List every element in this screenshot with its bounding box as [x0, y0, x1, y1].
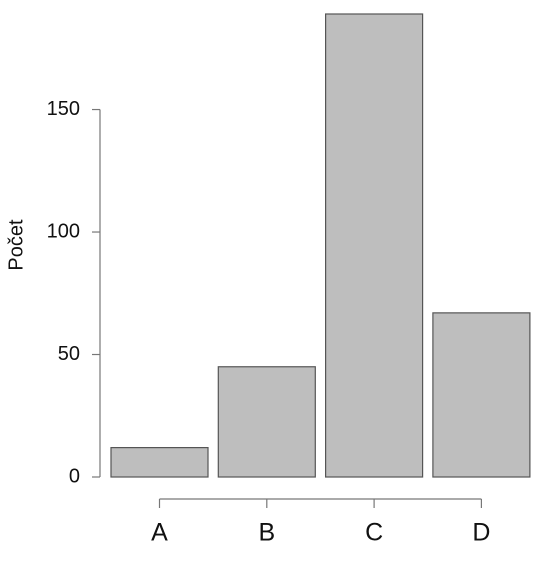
y-tick-label: 50 — [58, 343, 80, 365]
bar — [432, 312, 531, 478]
x-tick-label: D — [472, 519, 490, 547]
bar — [325, 13, 424, 478]
y-tick-label: 150 — [47, 98, 80, 120]
y-axis-label: Počet — [5, 219, 27, 271]
bar — [217, 366, 316, 478]
x-tick-label: A — [151, 519, 168, 547]
y-tick-label: 0 — [69, 465, 80, 487]
x-tick-label: B — [258, 519, 275, 547]
x-tick-label: C — [365, 519, 383, 547]
bar — [110, 447, 209, 478]
y-tick-label: 100 — [47, 220, 80, 242]
